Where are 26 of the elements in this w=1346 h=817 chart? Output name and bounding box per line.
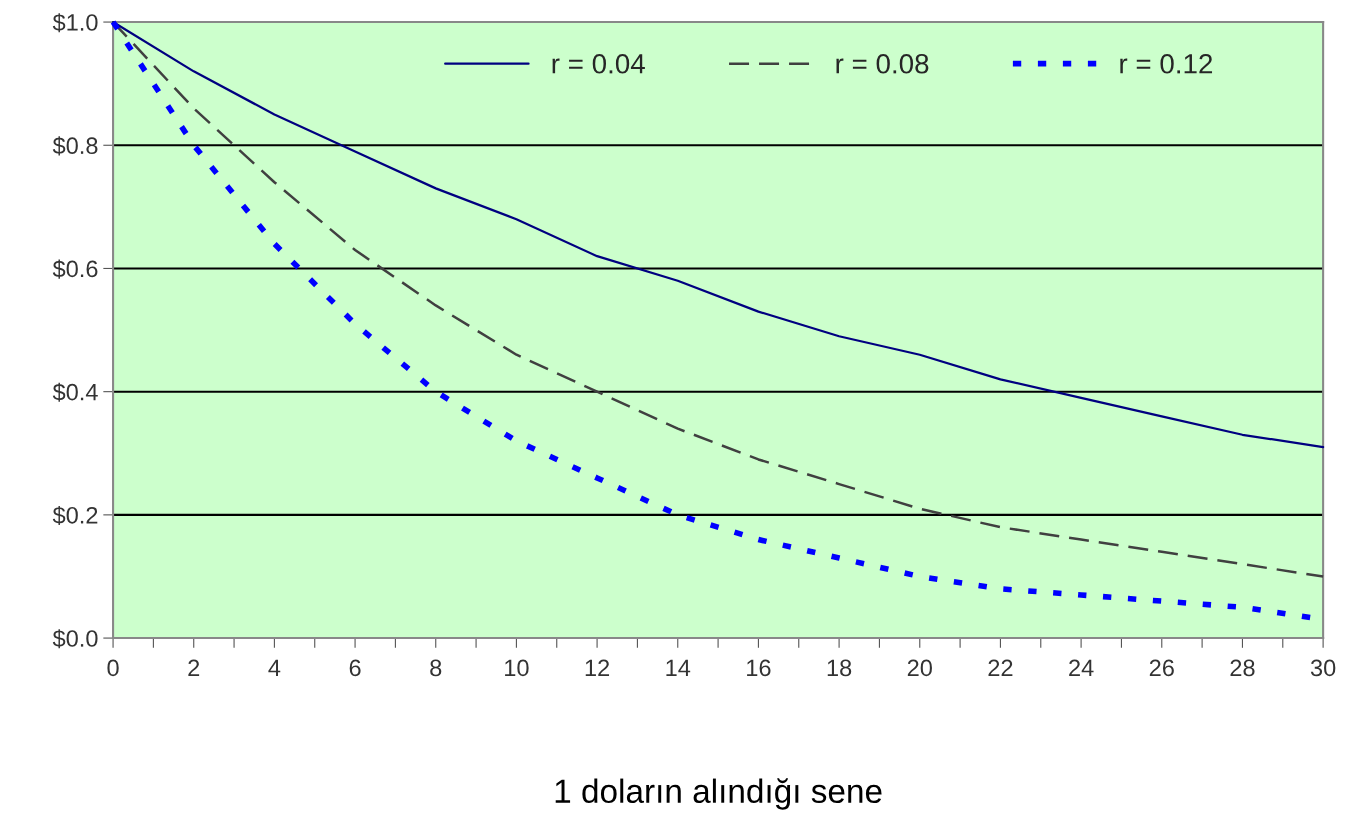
- x-tick-label: 2: [188, 659, 200, 677]
- x-tick-label: 22: [988, 659, 1013, 677]
- x-tick-label: 30: [1310, 659, 1336, 677]
- x-tick-label: 28: [1230, 659, 1255, 677]
- x-tick-label: 18: [827, 659, 852, 677]
- y-tick-label: $1.0: [52, 13, 98, 33]
- x-tick-label: 10: [505, 659, 529, 677]
- x-tick-label: 4: [268, 659, 281, 677]
- y-tick-label: $0.2: [52, 505, 98, 526]
- x-tick-label: 0: [107, 659, 119, 677]
- x-tick-label: 20: [907, 659, 932, 677]
- x-tick-label: 8: [430, 659, 442, 677]
- x-tick-label: 16: [747, 659, 771, 677]
- x-tick-label: 6: [349, 659, 361, 677]
- x-axis-title: 1 doların alındığı sene: [555, 778, 882, 810]
- legend-label: r = 0.04: [552, 53, 645, 74]
- x-tick-label: 26: [1149, 659, 1174, 677]
- legend-label: r = 0.08: [836, 53, 929, 74]
- y-tick-label: $0.4: [52, 382, 98, 402]
- x-tick-label: 14: [666, 659, 691, 677]
- legend-label: r = 0.12: [1120, 53, 1213, 74]
- x-tick-label: 24: [1069, 659, 1094, 677]
- y-tick-label: $0.8: [52, 136, 98, 156]
- x-tick-label: 12: [585, 659, 610, 677]
- y-tick-label: $0.6: [52, 259, 98, 279]
- y-tick-label: $0.0: [52, 629, 98, 649]
